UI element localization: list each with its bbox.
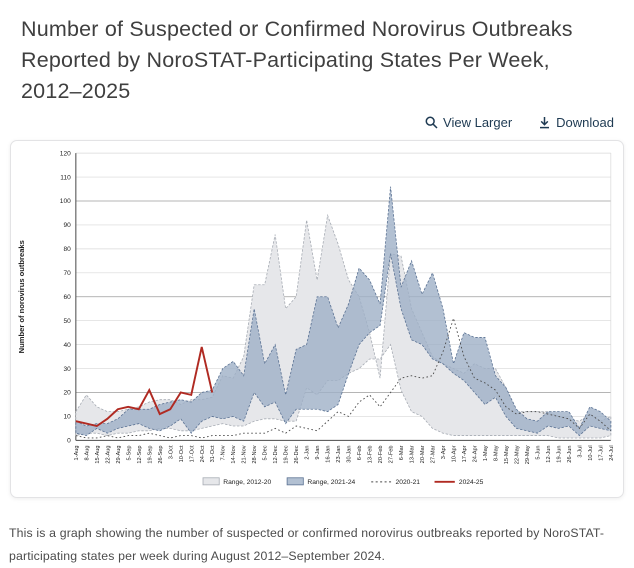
svg-text:20-Feb: 20-Feb [378,445,384,463]
svg-text:100: 100 [60,198,71,205]
svg-text:24-Oct: 24-Oct [200,445,206,462]
svg-text:120: 120 [60,150,71,157]
svg-text:80: 80 [63,246,71,253]
svg-text:Range, 2012-20: Range, 2012-20 [223,479,271,486]
svg-text:2020-21: 2020-21 [396,479,421,486]
svg-text:10-Apr: 10-Apr [452,445,458,462]
svg-text:22-Aug: 22-Aug [105,445,111,463]
svg-text:6-Feb: 6-Feb [357,445,363,460]
svg-text:12-Sep: 12-Sep [137,445,143,463]
svg-text:70: 70 [63,270,71,277]
svg-text:12-Dec: 12-Dec [273,445,279,463]
svg-text:14-Nov: 14-Nov [231,445,237,463]
svg-text:17-Apr: 17-Apr [462,445,468,462]
svg-text:Range, 2021-24: Range, 2021-24 [307,479,355,486]
svg-text:24-Jul: 24-Jul [609,445,615,460]
svg-text:15-Aug: 15-Aug [95,445,101,463]
svg-text:30: 30 [63,366,71,373]
svg-text:20-Mar: 20-Mar [420,445,426,463]
svg-text:7-Nov: 7-Nov [221,445,227,460]
svg-text:10-Jul: 10-Jul [588,445,594,460]
svg-text:31-Oct: 31-Oct [210,445,216,462]
chart-panel: 0 10 20 30 40 50 60 70 80 90 100 110 120 1-Aug 8-Aug 15… [10,140,624,498]
svg-text:5-Jun: 5-Jun [535,445,541,459]
page-header: Number of Suspected or Confirmed Norovir… [0,0,634,107]
svg-text:26-Sep: 26-Sep [158,445,164,463]
svg-text:3-Apr: 3-Apr [441,445,447,459]
norovirus-outbreaks-chart: 0 10 20 30 40 50 60 70 80 90 100 110 120 1-Aug 8-Aug 15… [17,150,615,486]
chart-caption: This is a graph showing the number of su… [9,526,605,564]
svg-text:20: 20 [63,390,71,397]
svg-text:29-Aug: 29-Aug [116,445,122,463]
svg-text:26-Jun: 26-Jun [567,445,573,462]
svg-text:29-May: 29-May [525,445,531,464]
svg-text:19-Dec: 19-Dec [284,445,290,463]
svg-text:16-Jan: 16-Jan [326,445,332,462]
svg-text:6-Mar: 6-Mar [399,445,405,460]
svg-text:27-Mar: 27-Mar [431,445,437,463]
svg-text:8-Aug: 8-Aug [84,445,90,460]
view-larger-button[interactable]: View Larger [425,115,512,130]
page-title: Number of Suspected or Confirmed Norovir… [21,17,573,103]
magnifier-icon [425,116,438,129]
svg-text:9-Jan: 9-Jan [315,445,321,459]
svg-text:50: 50 [63,318,71,325]
svg-text:19-Sep: 19-Sep [147,445,153,463]
svg-text:5-Dec: 5-Dec [263,445,269,460]
svg-text:24-Apr: 24-Apr [472,445,478,462]
svg-text:13-Mar: 13-Mar [410,445,416,463]
svg-text:19-Jun: 19-Jun [556,445,562,462]
svg-text:2024-25: 2024-25 [459,479,484,486]
svg-text:17-Jul: 17-Jul [598,445,604,460]
svg-text:60: 60 [63,294,71,301]
svg-text:27-Feb: 27-Feb [389,445,395,463]
svg-text:10-Oct: 10-Oct [179,445,185,462]
svg-text:5-Sep: 5-Sep [126,445,132,460]
svg-text:3-Oct: 3-Oct [168,445,174,459]
svg-text:23-Jan: 23-Jan [336,445,342,462]
svg-text:8-May: 8-May [493,445,499,461]
svg-text:0: 0 [67,438,71,445]
svg-text:15-May: 15-May [504,445,510,464]
svg-text:Number of norovirus outbreaks: Number of norovirus outbreaks [17,240,26,353]
download-icon [538,116,551,129]
svg-text:40: 40 [63,342,71,349]
svg-text:22-May: 22-May [514,445,520,464]
svg-text:26-Dec: 26-Dec [294,445,300,463]
svg-text:90: 90 [63,222,71,229]
svg-text:13-Feb: 13-Feb [368,445,374,463]
download-button[interactable]: Download [538,115,614,130]
svg-text:17-Oct: 17-Oct [189,445,195,462]
svg-text:110: 110 [60,174,71,181]
svg-text:21-Nov: 21-Nov [242,445,248,463]
svg-text:1-Aug: 1-Aug [74,445,80,460]
svg-text:3-Jul: 3-Jul [577,445,583,457]
view-larger-label: View Larger [443,115,513,130]
svg-text:12-Jun: 12-Jun [546,445,552,462]
svg-text:30-Jan: 30-Jan [347,445,353,462]
svg-text:28-Nov: 28-Nov [252,445,258,463]
chart-actions: View Larger Download [0,107,634,130]
svg-text:1-May: 1-May [483,445,489,461]
download-label: Download [556,115,614,130]
svg-text:2-Jan: 2-Jan [305,445,311,459]
svg-text:10: 10 [63,414,71,421]
